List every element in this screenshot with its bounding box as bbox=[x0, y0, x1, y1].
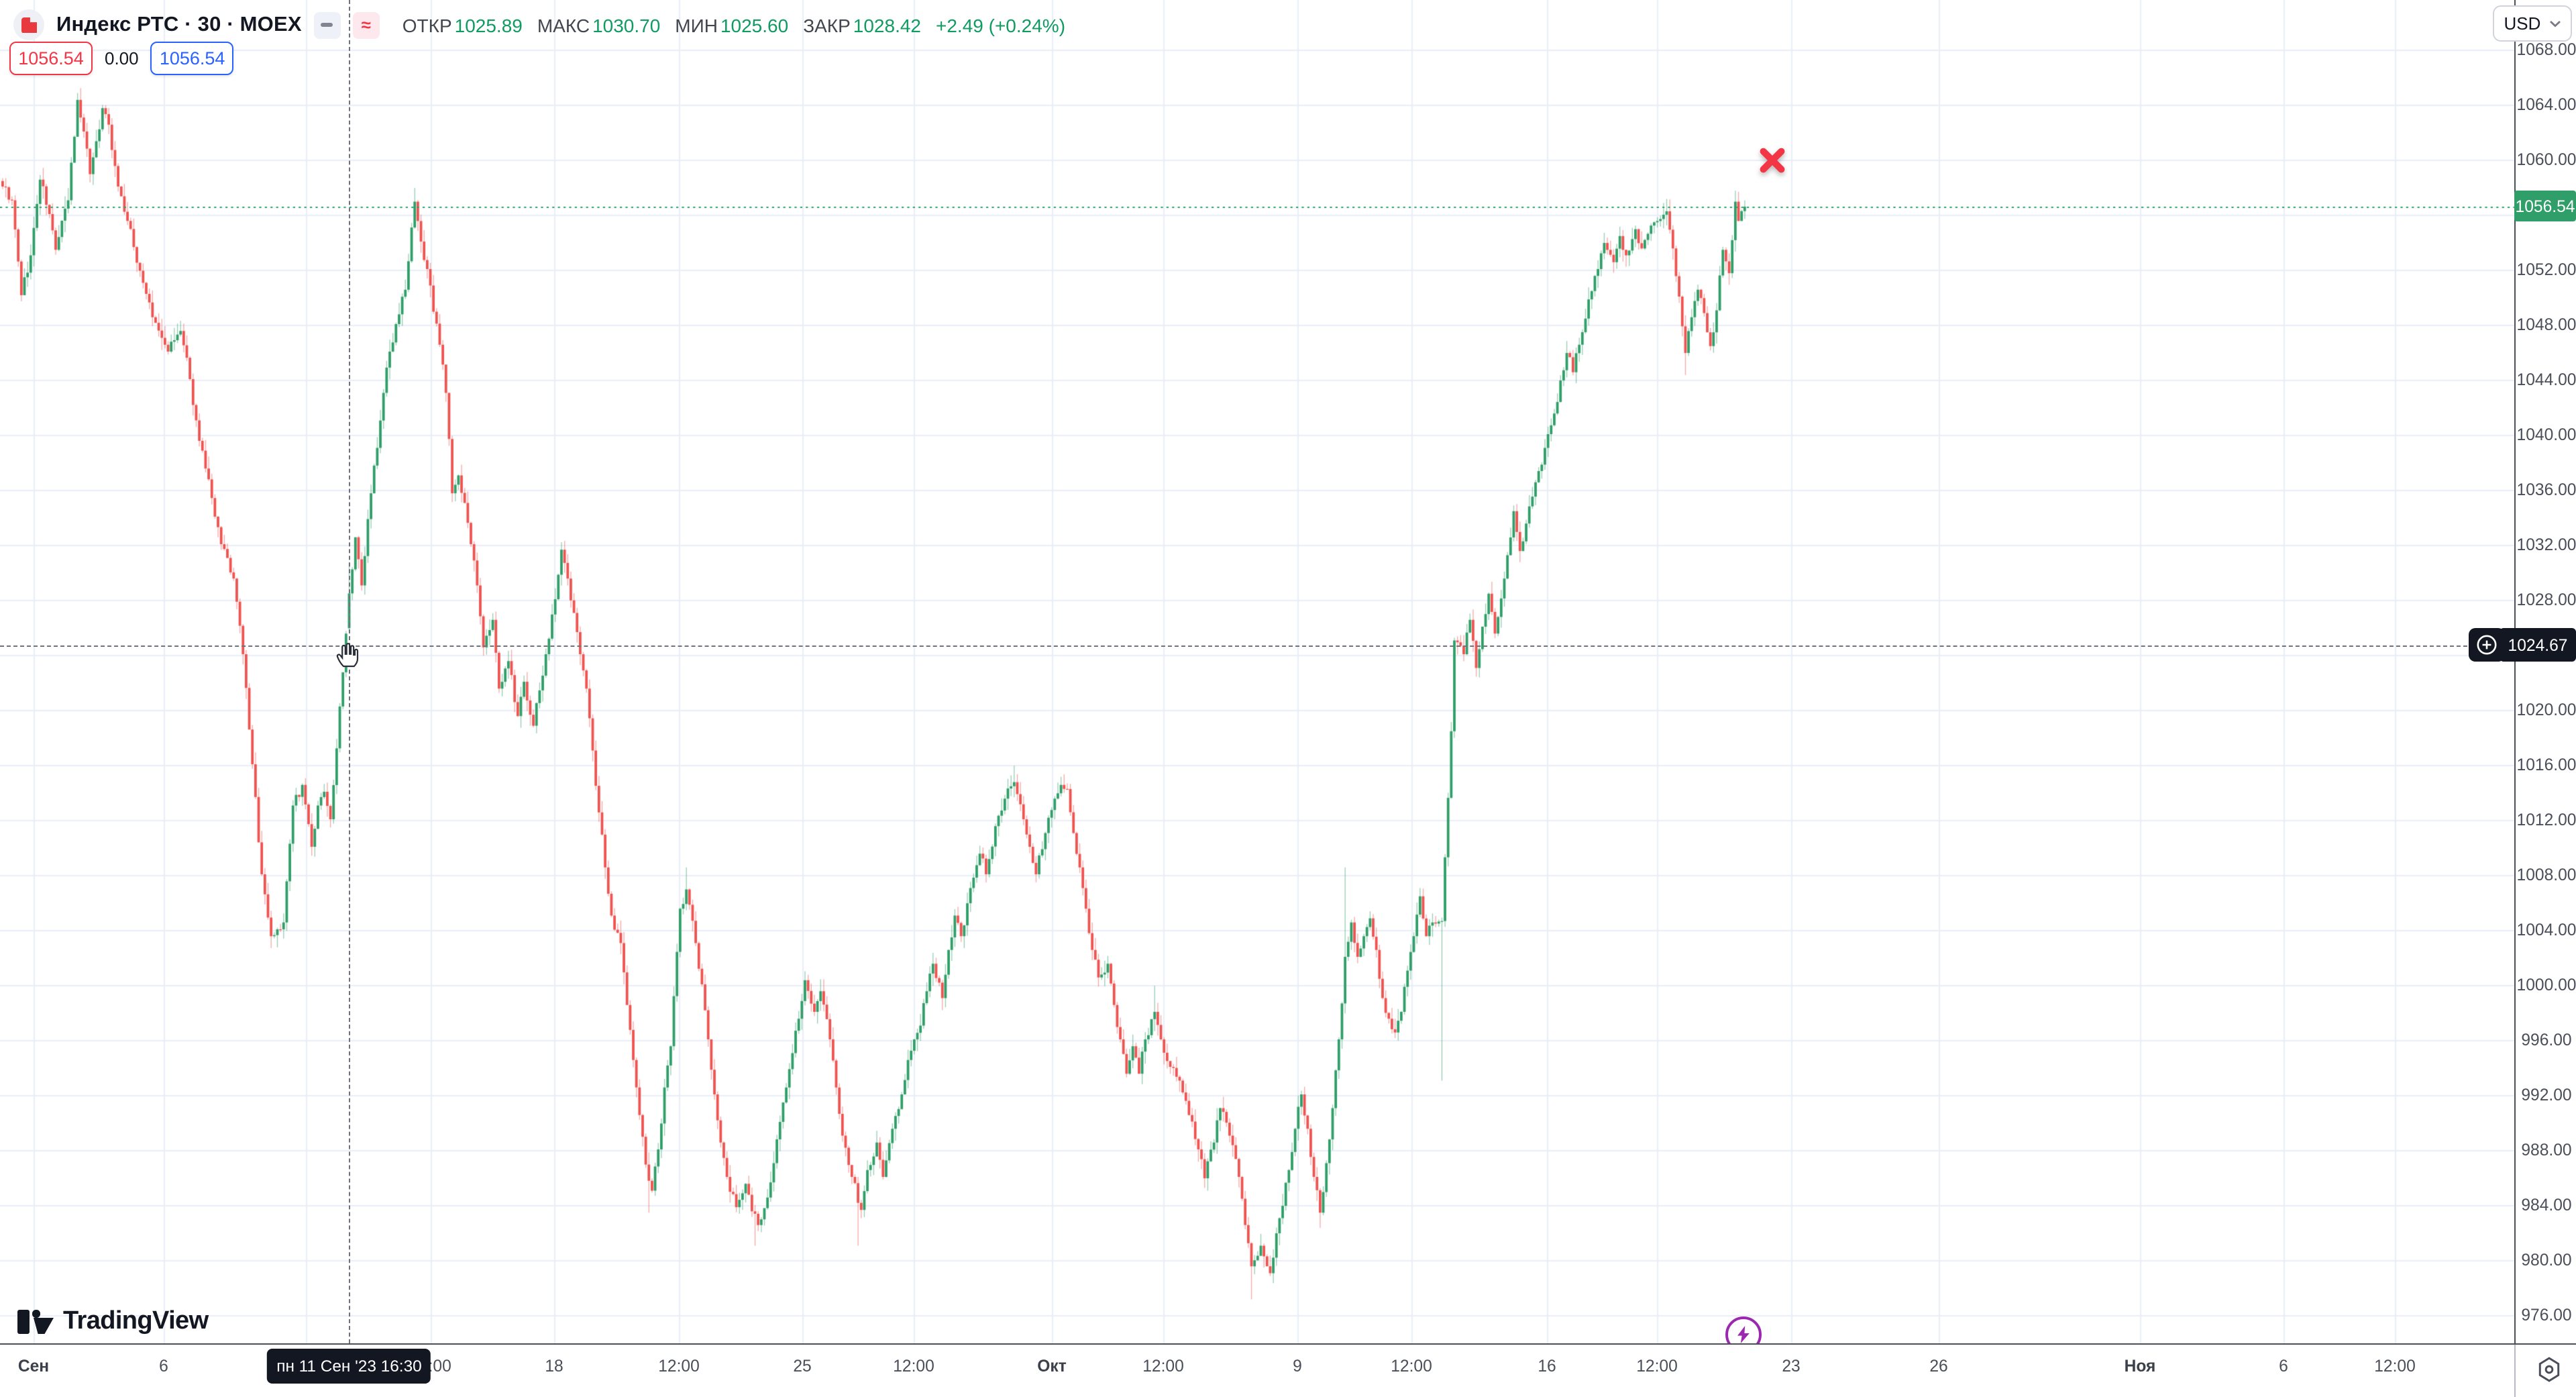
close-label: ЗАКР bbox=[803, 14, 851, 36]
time-axis-label: 23 bbox=[1782, 1357, 1801, 1376]
price-axis-label: 1020.00 bbox=[2516, 700, 2576, 719]
price-axis-label: 984.00 bbox=[2521, 1195, 2572, 1214]
open-value: 1025.89 bbox=[454, 14, 523, 36]
spread-value: 0.00 bbox=[105, 48, 139, 68]
price-axis-label: 996.00 bbox=[2521, 1030, 2572, 1049]
price-axis-label: 1048.00 bbox=[2516, 315, 2576, 333]
price-axis-label: 1040.00 bbox=[2516, 425, 2576, 444]
symbol-logo-icon[interactable] bbox=[13, 9, 44, 40]
price-axis-label: 1000.00 bbox=[2516, 975, 2576, 994]
time-axis-label: 12:00 bbox=[658, 1357, 700, 1376]
currency-label: USD bbox=[2504, 13, 2541, 34]
add-alert-plus-button[interactable] bbox=[2469, 628, 2505, 662]
sell-price-button[interactable]: 1056.54 bbox=[9, 42, 93, 75]
price-axis-label: 992.00 bbox=[2521, 1085, 2572, 1104]
price-axis[interactable]: 1068.001064.001060.001056.001052.001048.… bbox=[2514, 0, 2576, 1343]
currency-selector[interactable]: USD bbox=[2493, 5, 2572, 42]
low-label: МИН bbox=[675, 14, 718, 36]
time-axis-label: 9 bbox=[1293, 1357, 1302, 1376]
chart-pane[interactable]: Индекс РТС · 30 · MOEX ≈ ОТКР 1025.89 МАК… bbox=[0, 0, 2514, 1343]
crosshair-horizontal-line bbox=[0, 645, 2514, 647]
price-axis-label: 988.00 bbox=[2521, 1140, 2572, 1159]
legend-minimize-button[interactable] bbox=[313, 11, 341, 38]
symbol-title[interactable]: Индекс РТС · 30 · MOEX bbox=[56, 13, 302, 36]
time-axis-label: 25 bbox=[793, 1357, 812, 1376]
crosshair-price-badge: 1024.67 bbox=[2500, 628, 2576, 662]
time-axis-label: 16 bbox=[1538, 1357, 1556, 1376]
hand-cursor-icon bbox=[334, 640, 360, 675]
price-axis-label: 1012.00 bbox=[2516, 810, 2576, 829]
wave-indicator-button[interactable]: ≈ bbox=[352, 11, 380, 38]
time-axis-label: 6 bbox=[159, 1357, 168, 1376]
crosshair-time-badge: пн 11 Сен '23 16:30 bbox=[267, 1349, 431, 1384]
last-price-badge: 1056.54 bbox=[2514, 191, 2576, 222]
price-axis-label: 1028.00 bbox=[2516, 590, 2576, 609]
lightning-bolt-icon bbox=[1737, 1326, 1750, 1343]
crosshair-vertical-line bbox=[349, 0, 351, 1343]
close-position-x-marker[interactable] bbox=[1757, 144, 1789, 176]
low-value: 1025.60 bbox=[720, 14, 789, 36]
close-value: 1028.42 bbox=[853, 14, 921, 36]
time-axis-label: 12:00 bbox=[1142, 1357, 1184, 1376]
time-axis-label: 12:00 bbox=[1636, 1357, 1678, 1376]
time-axis[interactable]: пн 11 Сен '23 16:30 Сен 6 12:00 18 12:00 25 12… bbox=[0, 1343, 2576, 1397]
trade-widget: 1056.54 0.00 1056.54 bbox=[9, 42, 234, 75]
price-axis-label: 1044.00 bbox=[2516, 370, 2576, 389]
price-axis-label: 1036.00 bbox=[2516, 480, 2576, 499]
ohlc-legend: ОТКР 1025.89 МАКС 1030.70 МИН 1025.60 ЗАКР 1… bbox=[402, 14, 1065, 36]
dash-icon bbox=[321, 23, 333, 27]
time-axis-label: 6 bbox=[2279, 1357, 2288, 1376]
time-axis-separator bbox=[2514, 1345, 2516, 1397]
price-axis-label: 1008.00 bbox=[2516, 865, 2576, 884]
price-axis-label: 1060.00 bbox=[2516, 150, 2576, 168]
tradingview-logo-text: TradingView bbox=[63, 1307, 209, 1335]
lightning-mode-button[interactable] bbox=[1725, 1316, 1762, 1343]
plus-circle-icon bbox=[2477, 635, 2497, 655]
time-axis-label: 12:00 bbox=[893, 1357, 934, 1376]
time-axis-label: 18 bbox=[545, 1357, 564, 1376]
price-axis-label: 1068.00 bbox=[2516, 40, 2576, 58]
time-axis-label: Ноя bbox=[2124, 1357, 2156, 1376]
price-axis-label: 1032.00 bbox=[2516, 535, 2576, 554]
price-axis-label: 980.00 bbox=[2521, 1250, 2572, 1269]
change-value: +2.49 (+0.24%) bbox=[936, 14, 1066, 36]
high-label: МАКС bbox=[537, 14, 590, 36]
time-axis-label: Окт bbox=[1037, 1357, 1067, 1376]
price-axis-label: 1064.00 bbox=[2516, 95, 2576, 113]
tradingview-logo[interactable]: TradingView bbox=[17, 1307, 209, 1337]
price-axis-label: 976.00 bbox=[2521, 1305, 2572, 1324]
price-axis-label: 1004.00 bbox=[2516, 920, 2576, 939]
price-axis-label: 1052.00 bbox=[2516, 260, 2576, 278]
time-axis-label: 12:00 bbox=[2374, 1357, 2416, 1376]
time-axis-label: Сен bbox=[17, 1357, 50, 1376]
candlestick-chart-canvas[interactable] bbox=[0, 0, 2514, 1343]
buy-price-button[interactable]: 1056.54 bbox=[150, 42, 234, 75]
time-axis-label: 12:00 bbox=[1391, 1357, 1432, 1376]
timezone-settings-icon[interactable] bbox=[2537, 1357, 2561, 1389]
high-value: 1030.70 bbox=[592, 14, 661, 36]
open-label: ОТКР bbox=[402, 14, 452, 36]
rts-logo-icon bbox=[21, 17, 37, 33]
time-axis-label: 26 bbox=[1929, 1357, 1948, 1376]
tradingview-mark-icon bbox=[17, 1310, 54, 1334]
symbol-header: Индекс РТС · 30 · MOEX ≈ ОТКР 1025.89 МАК… bbox=[13, 9, 1065, 40]
chevron-down-icon bbox=[2549, 19, 2561, 27]
price-axis-label: 1016.00 bbox=[2516, 755, 2576, 774]
